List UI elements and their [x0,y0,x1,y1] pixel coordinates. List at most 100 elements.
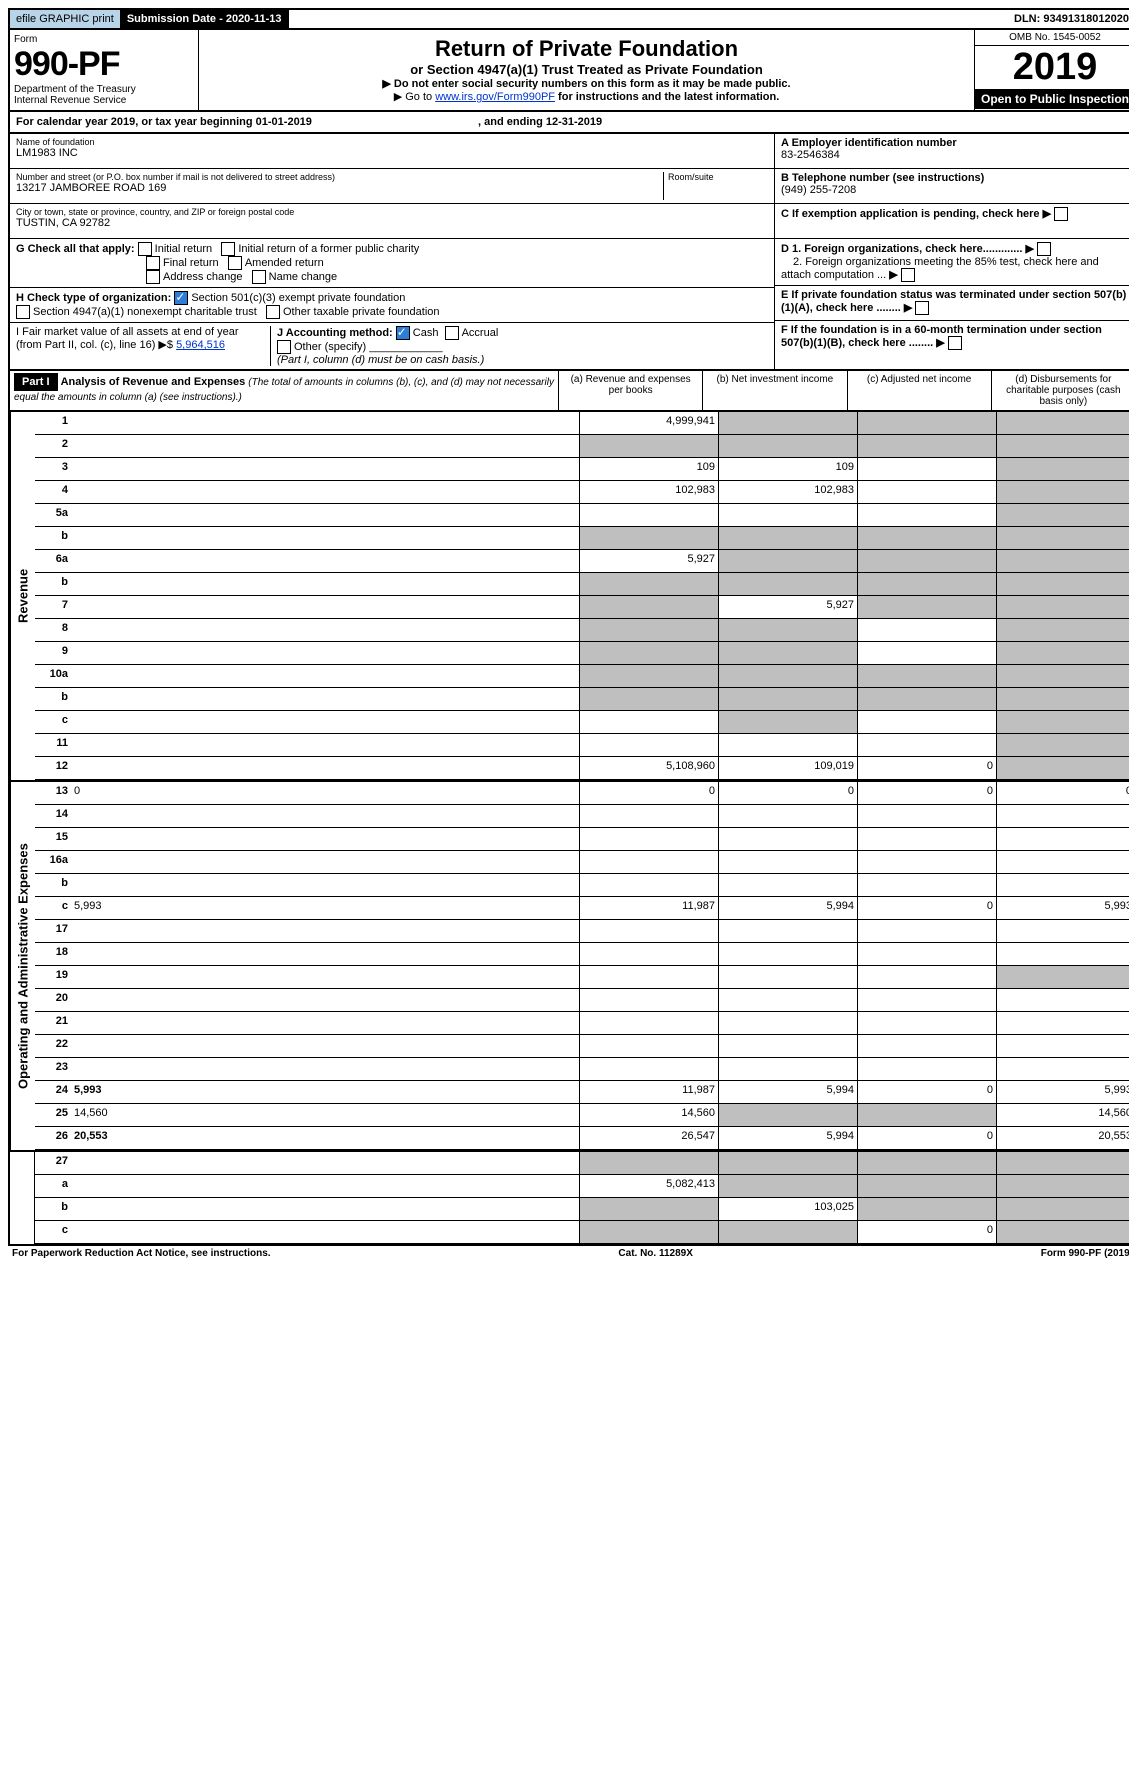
cell-d [996,943,1129,965]
dept: Department of the Treasury [14,84,194,95]
cell-b [718,1012,857,1034]
initial-return-check[interactable] [138,242,152,256]
cell-d [996,1152,1129,1174]
foreign-check[interactable] [1037,242,1051,256]
table-row: 14,999,941 [35,412,1129,435]
title-note2: ▶ Go to www.irs.gov/Form990PF for instru… [205,90,968,103]
row-num: 25 [35,1104,71,1126]
row-desc [71,619,579,641]
cell-b [718,1058,857,1080]
cell-b [718,527,857,549]
cell-c [857,458,996,480]
row-num: 18 [35,943,71,965]
terminated-check[interactable] [915,301,929,315]
table-row: 5a [35,504,1129,527]
table-row: 19 [35,966,1129,989]
other-tax-check[interactable] [266,305,280,319]
table-row: 245,99311,9875,99405,993 [35,1081,1129,1104]
name-change-check[interactable] [252,270,266,284]
cell-b [718,435,857,457]
phone-row: B Telephone number (see instructions) (9… [775,169,1129,204]
cell-b [718,1104,857,1126]
60month-check[interactable] [948,336,962,350]
cell-d [996,688,1129,710]
cell-d [996,1058,1129,1080]
last-body: 27a5,082,413b103,025c0 [35,1152,1129,1244]
row-num: c [35,897,71,919]
row-desc [71,711,579,733]
cash-check[interactable] [396,326,410,340]
cell-c [857,1152,996,1174]
header-bar: efile GRAPHIC print Submission Date - 20… [8,8,1129,30]
row-desc [71,458,579,480]
title-sub: or Section 4947(a)(1) Trust Treated as P… [205,62,968,77]
cell-a: 102,983 [579,481,718,503]
cell-c [857,688,996,710]
row-num: 6a [35,550,71,572]
cal-year-row: For calendar year 2019, or tax year begi… [8,112,1129,134]
501c3-check[interactable] [174,291,188,305]
table-row: 125,108,960109,0190 [35,757,1129,780]
amended-check[interactable] [228,256,242,270]
cell-b: 109,019 [718,757,857,779]
table-row: 6a5,927 [35,550,1129,573]
table-row: 17 [35,920,1129,943]
cell-d [996,596,1129,618]
table-row: b103,025 [35,1198,1129,1221]
cell-c [857,481,996,503]
cell-a: 109 [579,458,718,480]
cell-d [996,412,1129,434]
omb: OMB No. 1545-0052 [975,30,1129,46]
cell-b [718,851,857,873]
cell-a: 5,108,960 [579,757,718,779]
title-main: Return of Private Foundation [205,36,968,62]
form-link[interactable]: www.irs.gov/Form990PF [435,91,555,103]
cell-d [996,1035,1129,1057]
4947-check[interactable] [16,305,30,319]
row-num: 10a [35,665,71,687]
fmv-link[interactable]: 5,964,516 [176,339,225,351]
title-center: Return of Private Foundation or Section … [199,30,974,110]
cell-a: 4,999,941 [579,412,718,434]
cell-c: 0 [857,1081,996,1103]
cell-c [857,642,996,664]
form-box: Form 990-PF Department of the Treasury I… [10,30,199,110]
initial-former-check[interactable] [221,242,235,256]
cell-b: 5,994 [718,1081,857,1103]
cell-a [579,688,718,710]
exemption-check[interactable] [1054,207,1068,221]
row-desc [71,1012,579,1034]
row-desc [71,828,579,850]
g-row: G Check all that apply: Initial return I… [10,239,774,288]
table-row: 8 [35,619,1129,642]
year-box: OMB No. 1545-0052 2019 Open to Public In… [974,30,1129,110]
cell-d [996,757,1129,779]
foreign85-check[interactable] [901,268,915,282]
cell-c [857,1175,996,1197]
final-return-check[interactable] [146,256,160,270]
cell-b [718,412,857,434]
cell-d [996,805,1129,827]
address-change-check[interactable] [146,270,160,284]
other-method-check[interactable] [277,340,291,354]
table-row: 22 [35,1035,1129,1058]
cell-b [718,1175,857,1197]
submission-date: Submission Date - 2020-11-13 [121,10,289,28]
revenue-table: Revenue 14,999,941231091094102,983102,98… [8,412,1129,782]
cell-c [857,619,996,641]
cell-b [718,642,857,664]
accrual-check[interactable] [445,326,459,340]
cell-b [718,828,857,850]
cell-c: 0 [857,1221,996,1243]
cell-b: 103,025 [718,1198,857,1220]
row-num: 12 [35,757,71,779]
footer-left: For Paperwork Reduction Act Notice, see … [12,1248,271,1259]
row-desc [71,1035,579,1057]
h-row: H Check type of organization: Section 50… [10,288,774,323]
table-row: b [35,688,1129,711]
cell-d [996,874,1129,896]
year: 2019 [975,46,1129,89]
row-desc [71,734,579,756]
cell-d [996,920,1129,942]
table-row: 1300000 [35,782,1129,805]
